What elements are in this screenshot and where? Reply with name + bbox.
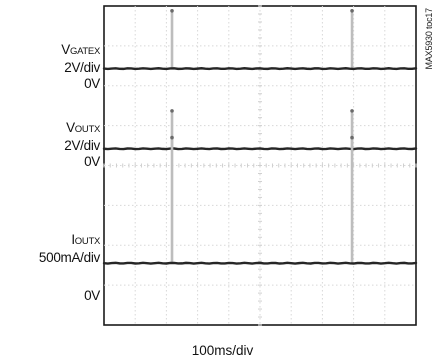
pulse-peak-ioutx [170,135,174,140]
channel-zero: 0V [84,76,100,91]
x-axis-label: 100ms/div [191,343,254,358]
channel-label-ioutx: IOUTX 500mA/div [39,232,100,266]
pulse-peak-ioutx [350,135,354,140]
pulse-peak-voutx [350,109,354,113]
trace-vgatex [102,67,418,71]
pulse-peak-voutx [170,109,174,113]
channel-label-vgatex: VGATEX 2V/div 0V [61,42,100,92]
channel-zero-ioutx: 0V [84,288,100,303]
pulse-peak-vgatex [350,8,354,13]
traces [102,8,418,265]
trace-voutx [102,147,418,151]
channel-name: VOUTX [66,120,100,135]
channel-name: VGATEX [61,42,100,57]
trace-ioutx [102,261,418,265]
channel-scale: 2V/div [64,138,100,153]
channel-zero: 0V [84,154,100,169]
pulse-peak-vgatex [170,8,174,13]
channel-scale: 2V/div [64,60,100,75]
channel-label-voutx: VOUTX 2V/div 0V [64,120,100,170]
figure-id: MAX5930 toc17 [424,8,434,70]
channel-scale: 500mA/div [38,250,100,265]
grid [103,5,417,326]
channel-name: IOUTX [71,232,100,247]
